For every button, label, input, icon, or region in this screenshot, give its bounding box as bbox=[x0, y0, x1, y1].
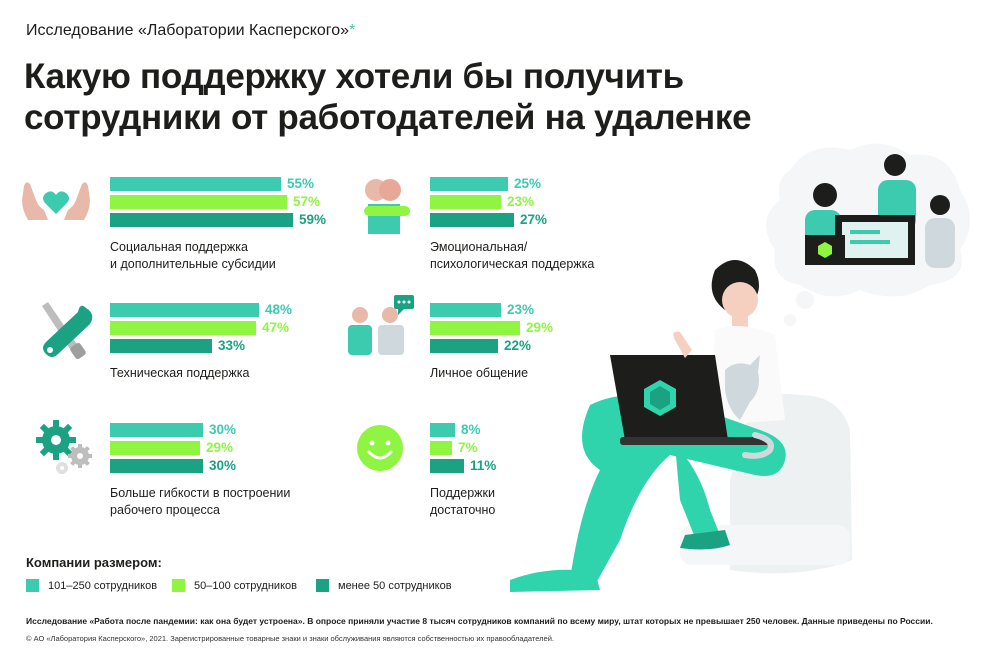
bar-value-label: 11% bbox=[470, 458, 497, 473]
hands-heart-icon bbox=[22, 182, 90, 220]
category-label-line: достаточно bbox=[430, 503, 496, 517]
bar-value-label: 27% bbox=[520, 212, 548, 227]
category-label: Эмоциональная/психологическая поддержка bbox=[430, 239, 650, 273]
copyright: © АО «Лаборатория Касперского», 2021. За… bbox=[26, 634, 555, 643]
category-label-line: рабочего процесса bbox=[110, 503, 221, 517]
legend-swatch bbox=[26, 579, 39, 592]
bar-value-label: 29% bbox=[206, 440, 234, 455]
category-label: Техническая поддержка bbox=[110, 365, 330, 382]
hug-icon bbox=[364, 179, 410, 234]
report-subtitle: Исследование «Лаборатории Касперского»* bbox=[26, 22, 356, 39]
bar bbox=[430, 459, 464, 473]
remote-worker-illustration bbox=[510, 143, 970, 592]
bar-value-label: 29% bbox=[526, 320, 554, 335]
tools-icon bbox=[42, 302, 93, 359]
bar bbox=[430, 195, 501, 209]
legend-item-50-100: 50–100 сотрудников bbox=[172, 579, 297, 592]
category-label-line: Техническая поддержка bbox=[110, 366, 250, 380]
legend-title: Компании размером: bbox=[26, 555, 162, 570]
bar-value-label: 25% bbox=[514, 176, 542, 191]
bar bbox=[110, 459, 203, 473]
bar-value-label: 30% bbox=[209, 422, 237, 437]
category-label-line: Личное общение bbox=[430, 366, 529, 380]
legend-item-under-50: менее 50 сотрудников bbox=[316, 579, 452, 592]
category-label: Социальная поддержка и дополнительные суб… bbox=[110, 239, 330, 273]
bar-value-label: 22% bbox=[504, 338, 532, 353]
bar bbox=[110, 303, 259, 317]
bar-value-label: 57% bbox=[293, 194, 321, 209]
gears-icon bbox=[36, 420, 92, 474]
bar bbox=[110, 321, 256, 335]
bar-value-label: 23% bbox=[507, 302, 535, 317]
title-line-1: Какую поддержку хотели бы получить bbox=[24, 57, 684, 96]
bar bbox=[430, 441, 452, 455]
smile-icon bbox=[357, 425, 403, 471]
bar bbox=[110, 423, 203, 437]
bar-value-label: 59% bbox=[299, 212, 327, 227]
legend-swatch bbox=[172, 579, 185, 592]
bar bbox=[110, 195, 287, 209]
bar bbox=[430, 321, 520, 335]
category-label-line: Социальная поддержка bbox=[110, 240, 248, 254]
footnote: Исследование «Работа после пандемии: как… bbox=[26, 616, 933, 626]
category-label: Больше гибкости в построении рабочего про… bbox=[110, 485, 330, 519]
bar-value-label: 7% bbox=[458, 440, 478, 455]
bar bbox=[430, 339, 498, 353]
people-chat-icon bbox=[348, 295, 414, 355]
bar-value-label: 23% bbox=[507, 194, 535, 209]
category-label: Поддержки достаточно bbox=[430, 485, 650, 519]
category-label-line: и дополнительные субсидии bbox=[110, 257, 276, 271]
bar-value-label: 8% bbox=[461, 422, 481, 437]
category-label-line: Эмоциональная/ bbox=[430, 240, 528, 254]
title-line-2: сотрудники от работодателей на удаленке bbox=[24, 98, 752, 137]
category-label-line: психологическая поддержка bbox=[430, 257, 595, 271]
bar bbox=[110, 339, 212, 353]
bar bbox=[110, 213, 293, 227]
bar-value-label: 47% bbox=[262, 320, 290, 335]
bar-value-label: 48% bbox=[265, 302, 293, 317]
page-title: Какую поддержку хотели бы получить сотру… bbox=[24, 56, 924, 138]
category-label: Личное общение bbox=[430, 365, 650, 382]
bar bbox=[430, 303, 501, 317]
bar-value-label: 33% bbox=[218, 338, 246, 353]
bar-value-label: 30% bbox=[209, 458, 237, 473]
bar bbox=[430, 177, 508, 191]
bar bbox=[110, 177, 281, 191]
legend-swatch bbox=[316, 579, 329, 592]
bar bbox=[430, 213, 514, 227]
bar-value-label: 55% bbox=[287, 176, 315, 191]
bar bbox=[110, 441, 200, 455]
bar bbox=[430, 423, 455, 437]
category-label-line: Поддержки bbox=[430, 486, 495, 500]
category-label-line: Больше гибкости в построении bbox=[110, 486, 291, 500]
legend-item-101-250: 101–250 сотрудников bbox=[26, 579, 157, 592]
